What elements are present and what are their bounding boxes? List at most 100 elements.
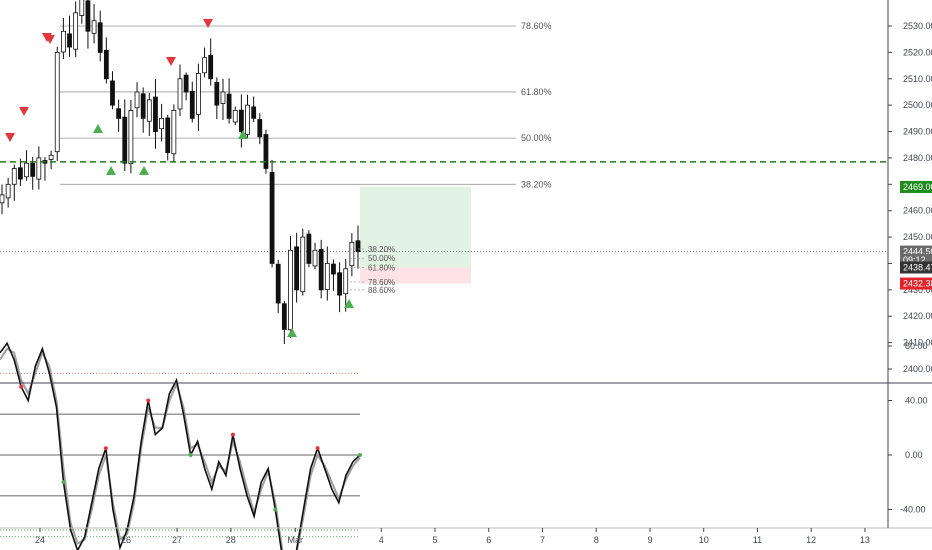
osc-cross-marker xyxy=(146,398,151,403)
candle-body xyxy=(122,116,128,164)
price-badge xyxy=(900,180,932,193)
price-tick-label: 2460.00 xyxy=(903,206,932,216)
candle-body xyxy=(177,78,183,110)
time-tick-label: 4 xyxy=(379,535,384,545)
candle-body xyxy=(343,268,349,295)
candle-body xyxy=(140,93,146,119)
candle-body xyxy=(91,20,97,34)
candle-body xyxy=(48,154,54,160)
oscillator-pane xyxy=(0,341,362,550)
candle-body xyxy=(97,22,103,53)
candle-body xyxy=(238,109,244,132)
price-badge-label: 2444.50 xyxy=(903,247,932,257)
candle-body xyxy=(79,0,85,16)
buy-signal-marker xyxy=(344,299,354,308)
candle-body xyxy=(103,49,109,80)
price-tick-label: 2500.00 xyxy=(903,100,932,110)
long-position-tool[interactable] xyxy=(0,186,888,284)
osc-tick-label: 80.00 xyxy=(905,341,928,351)
profit-zone xyxy=(360,186,471,268)
sell-signal-marker xyxy=(166,57,176,66)
time-tick-label: 9 xyxy=(647,535,652,545)
osc-cross-marker xyxy=(61,480,66,485)
price-tick-label: 2510.00 xyxy=(903,74,932,84)
candle-body xyxy=(85,0,91,32)
candle-body xyxy=(245,104,250,135)
candle-body xyxy=(300,236,306,293)
osc-cross-marker xyxy=(273,507,278,512)
time-tick-label: 13 xyxy=(860,535,870,545)
osc-tick-label: 0.00 xyxy=(905,450,923,460)
candle-body xyxy=(263,134,269,169)
candle-body xyxy=(11,168,17,185)
candle-body xyxy=(159,117,164,130)
upper-fib-retracement[interactable]: 78.60% 61.80% 50.00% 38.20% xyxy=(60,21,552,189)
buy-signal-marker xyxy=(238,130,248,139)
candle-body xyxy=(349,241,355,267)
signal-markers xyxy=(5,19,354,337)
candle-body xyxy=(208,54,214,80)
time-tick-label: 26 xyxy=(121,535,131,545)
osc-tick-label: 40.00 xyxy=(905,396,928,406)
candle-body xyxy=(232,110,238,123)
candle-body xyxy=(36,157,42,180)
candle-body xyxy=(128,110,134,165)
candle-body xyxy=(306,233,312,264)
fib-level-label: 78.60% xyxy=(521,21,552,31)
candle-body xyxy=(5,183,11,199)
candle-body xyxy=(0,194,5,204)
osc-cross-marker xyxy=(315,446,320,451)
candle-body xyxy=(183,74,189,93)
time-tick-label: 27 xyxy=(172,535,182,545)
time-tick-label: 10 xyxy=(699,535,709,545)
candle-body xyxy=(214,82,220,106)
sell-signal-marker xyxy=(5,133,15,142)
candle-body xyxy=(18,167,23,180)
candle-body xyxy=(318,249,324,291)
candle-body xyxy=(355,240,361,252)
time-tick-label: Mar xyxy=(288,535,304,545)
fib-level-label: 38.20% xyxy=(521,179,552,189)
candle-body xyxy=(189,90,195,119)
fib-level-label: 61.80% xyxy=(521,87,552,97)
time-tick-label: 5 xyxy=(432,535,437,545)
candle-body xyxy=(116,108,122,119)
sell-signal-marker xyxy=(19,107,29,116)
price-tick-label: 2410.00 xyxy=(903,338,932,348)
candle-body xyxy=(337,272,342,296)
candle-body xyxy=(165,117,171,154)
candle-body xyxy=(269,172,275,264)
buy-signal-marker xyxy=(93,124,103,133)
price-tick-label: 2430.00 xyxy=(903,285,932,295)
osc-cross-marker xyxy=(103,446,108,451)
buy-signal-marker xyxy=(139,166,149,175)
osc-cross-marker xyxy=(188,453,193,457)
candle-body xyxy=(275,263,281,304)
price-tick-label: 2480.00 xyxy=(903,153,932,163)
fib-level-label: 61.80% xyxy=(368,263,395,272)
price-tick-label: 2420.00 xyxy=(903,311,932,321)
candle-body xyxy=(60,30,66,53)
time-tick-label: 28 xyxy=(226,535,236,545)
candle-body xyxy=(251,106,257,119)
lower-fib-retracement[interactable]: 38.20%50.00%61.80% 78.60%88.60% xyxy=(350,245,395,295)
price-badge xyxy=(900,245,932,258)
candle-body xyxy=(324,263,330,290)
fib-level-label: 50.00% xyxy=(368,254,395,263)
osc-cross-marker xyxy=(230,432,235,437)
fib-level-label: 38.20% xyxy=(368,245,395,254)
candle-body xyxy=(67,33,72,48)
candle-body xyxy=(288,249,293,331)
price-tick-label: 2490.00 xyxy=(903,127,932,137)
candle-body xyxy=(30,162,36,177)
osc-cross-marker xyxy=(19,384,24,389)
buy-signal-marker xyxy=(287,328,297,337)
osc-signal-line xyxy=(0,347,361,550)
candle-body xyxy=(226,93,232,119)
candle-body xyxy=(54,51,60,153)
price-badge-label: 2438.47 xyxy=(903,262,932,272)
price-badge-label: 09:12 xyxy=(903,255,926,265)
price-badge-label: 2432.38 xyxy=(903,279,932,289)
price-badge-label: 2469.00 xyxy=(903,182,932,192)
